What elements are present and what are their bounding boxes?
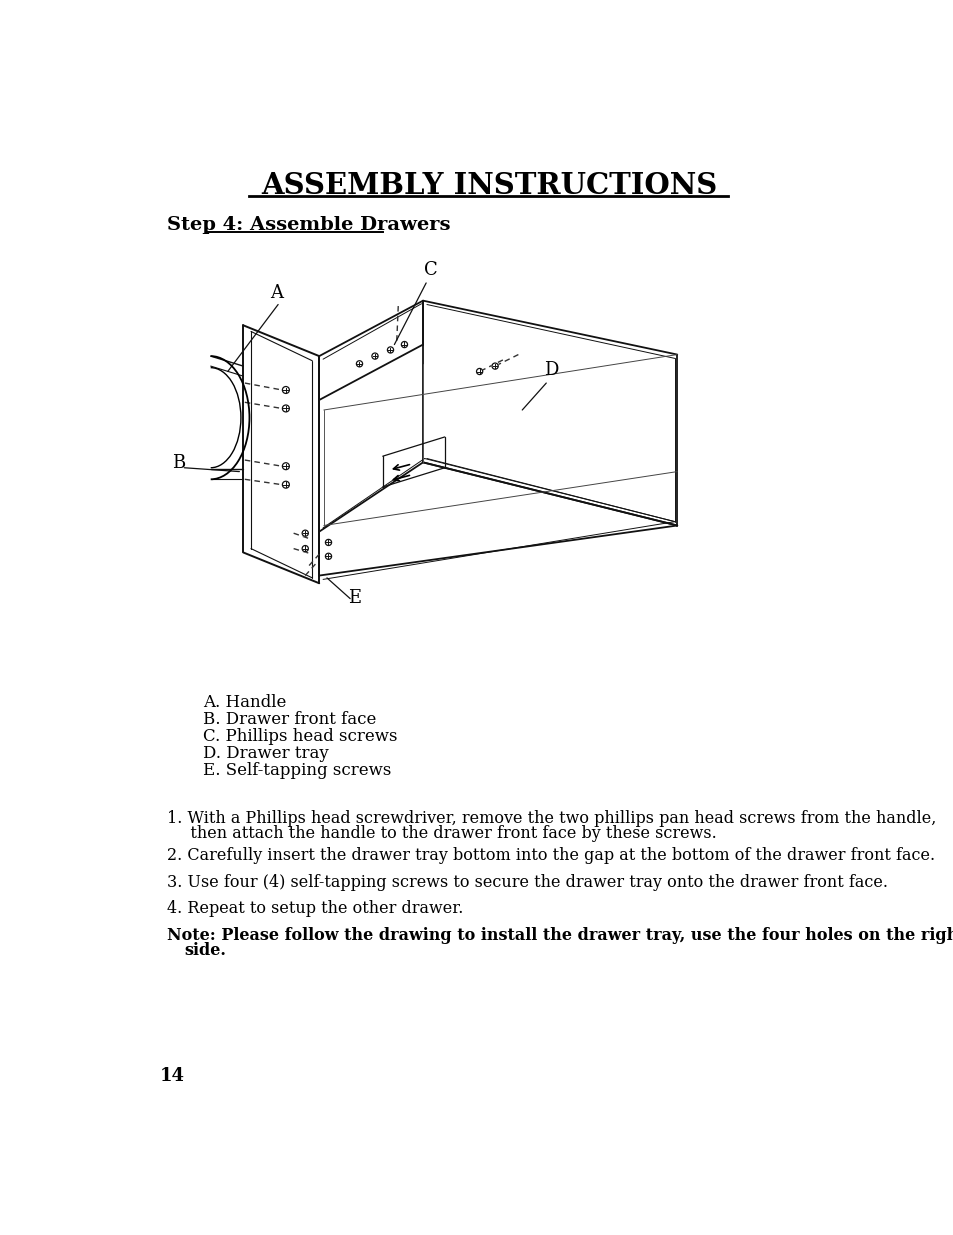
Text: Note: Please follow the drawing to install the drawer tray, use the four holes o: Note: Please follow the drawing to insta… <box>167 927 953 945</box>
Circle shape <box>372 353 377 359</box>
Text: 1. With a Phillips head screwdriver, remove the two phillips pan head screws fro: 1. With a Phillips head screwdriver, rem… <box>167 810 936 827</box>
Circle shape <box>356 361 362 367</box>
Text: Step 4: Assemble Drawers: Step 4: Assemble Drawers <box>167 216 451 235</box>
Text: 4. Repeat to setup the other drawer.: 4. Repeat to setup the other drawer. <box>167 900 463 916</box>
Text: B. Drawer front face: B. Drawer front face <box>203 711 375 729</box>
Text: D: D <box>543 362 558 379</box>
Circle shape <box>476 368 482 374</box>
Text: then attach the handle to the drawer front face by these screws.: then attach the handle to the drawer fro… <box>174 825 716 842</box>
Text: 14: 14 <box>159 1067 184 1086</box>
Text: C. Phillips head screws: C. Phillips head screws <box>203 727 397 745</box>
Circle shape <box>387 347 394 353</box>
Circle shape <box>492 363 497 369</box>
Circle shape <box>282 387 289 394</box>
Circle shape <box>282 482 289 488</box>
Text: side.: side. <box>184 942 226 960</box>
Circle shape <box>302 546 308 552</box>
Text: 3. Use four (4) self-tapping screws to secure the drawer tray onto the drawer fr: 3. Use four (4) self-tapping screws to s… <box>167 873 887 890</box>
Text: E. Self-tapping screws: E. Self-tapping screws <box>203 762 391 779</box>
Circle shape <box>401 341 407 347</box>
Circle shape <box>282 405 289 412</box>
Text: D. Drawer tray: D. Drawer tray <box>203 745 329 762</box>
Text: A: A <box>270 284 283 303</box>
Text: ASSEMBLY INSTRUCTIONS: ASSEMBLY INSTRUCTIONS <box>260 170 717 200</box>
Text: A. Handle: A. Handle <box>203 694 286 711</box>
Circle shape <box>325 553 332 559</box>
Text: 2. Carefully insert the drawer tray bottom into the gap at the bottom of the dra: 2. Carefully insert the drawer tray bott… <box>167 847 935 864</box>
Circle shape <box>282 463 289 469</box>
Text: B: B <box>172 453 185 472</box>
Circle shape <box>302 530 308 536</box>
Text: C: C <box>423 262 437 279</box>
Circle shape <box>325 540 332 546</box>
Text: E: E <box>348 589 360 606</box>
